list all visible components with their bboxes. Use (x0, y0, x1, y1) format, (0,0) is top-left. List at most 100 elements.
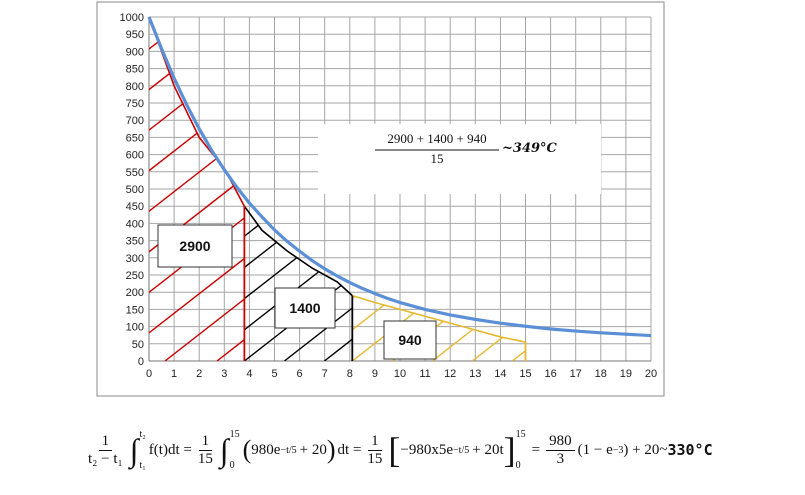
hatch-line (149, 32, 222, 361)
y-tick-label: 500 (126, 184, 144, 196)
area-label: 2900 (179, 238, 210, 254)
y-tick-label: 850 (126, 64, 144, 76)
x-tick-label: 3 (221, 368, 227, 380)
bracket-close: ] (503, 430, 516, 470)
area-label-box (274, 287, 336, 329)
tick-labels: 0 1 2 3 4 5 6 7 8 9 10 11 12 13 14 15 16 17 18 19 2005010015… (120, 12, 658, 380)
y-tick-label: 800 (126, 81, 144, 93)
fraction-1-denominator: t₂ − t₁ (88, 450, 123, 467)
x-tick-label: 15 (519, 368, 531, 380)
integral-2-body-a: 980e (251, 441, 281, 458)
bracket-limits: 15 0 (516, 429, 526, 471)
x-tick-label: 0 (146, 368, 152, 380)
approximation-segment (352, 294, 526, 343)
curves (147, 16, 652, 361)
y-tick-label: 150 (126, 304, 144, 316)
bracket-exponent: −t/5 (453, 444, 470, 456)
integral-1-limits: t₂ t₁ (140, 429, 146, 471)
area-labels: 2900 1400 940 (157, 224, 437, 360)
integral-1-lower: t₁ (139, 460, 146, 471)
fraction-1: 1 t₂ − t₁ (85, 433, 126, 468)
integral-sign-2: ∫ (219, 432, 229, 468)
hatch-line (244, 206, 353, 361)
hatch-line (164, 32, 245, 361)
y-tick-label: 0 (138, 356, 144, 368)
temperature-chart: 0 1 2 3 4 5 6 7 8 9 10 11 12 13 14 15 16 17 18 19 2005010015… (96, 1, 805, 397)
fraction-1-numerator: 1 (98, 433, 113, 451)
y-tick-label: 650 (126, 132, 144, 144)
y-tick-label: 700 (126, 115, 144, 127)
integral-sign-1: ∫ (129, 432, 139, 468)
hatch-line (149, 32, 245, 361)
area-label-box (383, 320, 437, 360)
approximation-segment (243, 205, 353, 297)
temperature-curve (147, 16, 652, 338)
fraction-2-numerator: 1 (198, 433, 213, 451)
y-tick-label: 100 (126, 322, 144, 334)
hatch-line (352, 295, 526, 361)
fraction-3-denominator: 15 (367, 450, 383, 467)
x-tick-label: 8 (347, 368, 353, 380)
hatch-line (149, 32, 245, 361)
x-tick-label: 7 (322, 368, 328, 380)
hatch-line (644, 33, 805, 361)
tail-exponent: −3 (612, 444, 624, 456)
fraction-4-denominator: 3 (556, 450, 565, 467)
annotation-box (318, 124, 601, 194)
x-tick-label: 20 (645, 368, 657, 380)
formula-result: 330°C (667, 441, 713, 459)
y-tick-label: 350 (126, 236, 144, 248)
x-tick-label: 9 (372, 368, 378, 380)
y-tick-label: 300 (126, 253, 144, 265)
hatch-line (752, 33, 805, 361)
x-tick-label: 13 (469, 368, 481, 380)
bracket-open: [ (388, 430, 401, 470)
integral-2-lower: 0 (229, 460, 235, 471)
hatch-line (149, 32, 245, 361)
bracket-body-a: −980x5e (400, 441, 454, 458)
annotation-numerator: 2900 + 1400 + 940 (387, 131, 486, 146)
average-annotation: 2900 + 1400 + 940 15 ~349°C (318, 124, 601, 194)
fraction-4: 980 3 (546, 433, 575, 468)
fraction-3-numerator: 1 (368, 433, 382, 451)
x-tick-label: 17 (570, 368, 582, 380)
area-label: 1400 (289, 300, 320, 316)
bracket-body-b: + 20t (472, 441, 504, 458)
bracket-upper: 15 (515, 429, 526, 440)
x-tick-label: 11 (419, 368, 430, 380)
x-tick-label: 4 (246, 368, 252, 380)
annotation-denominator: 15 (431, 151, 444, 166)
x-tick-label: 2 (196, 368, 202, 380)
y-tick-label: 1000 (120, 12, 144, 24)
fraction-4-numerator: 980 (546, 433, 575, 451)
integral-2-limits: 15 0 (230, 429, 240, 471)
fraction-2: 1 15 (195, 433, 216, 468)
y-tick-label: 600 (126, 150, 144, 162)
chart-container: 0 1 2 3 4 5 6 7 8 9 10 11 12 13 14 15 16 17 18 19 20 0 50 100 15… (96, 1, 805, 397)
chart-frame (96, 1, 665, 397)
x-tick-label: 18 (595, 368, 607, 380)
fraction-2-denominator: 15 (197, 450, 213, 467)
integral-2-exponent: −t/5 (280, 444, 297, 456)
integral-1-upper: t₂ (139, 429, 146, 440)
y-tick-label: 450 (126, 201, 144, 213)
integral-2-dt: dt = (337, 441, 362, 458)
y-tick-label: 900 (126, 46, 144, 58)
hatch-line (672, 33, 805, 361)
hatch-line (792, 33, 805, 361)
paren-open: ( (242, 435, 252, 464)
x-tick-label: 12 (444, 368, 456, 380)
y-tick-label: 550 (126, 167, 144, 179)
hatch-line (724, 33, 805, 361)
hatch-line (684, 33, 805, 361)
y-tick-label: 400 (126, 218, 144, 230)
integral-2-body-b: + 20 (299, 441, 327, 458)
y-tick-label: 50 (132, 339, 144, 351)
y-tick-label: 750 (126, 98, 144, 110)
integral-2-upper: 15 (229, 429, 240, 440)
x-tick-label: 16 (544, 368, 556, 380)
tail-a: (1 − e (577, 441, 613, 458)
x-tick-label: 1 (171, 368, 177, 380)
integral-1-body: f(t)dt = (148, 441, 192, 458)
y-tick-label: 200 (126, 287, 144, 299)
